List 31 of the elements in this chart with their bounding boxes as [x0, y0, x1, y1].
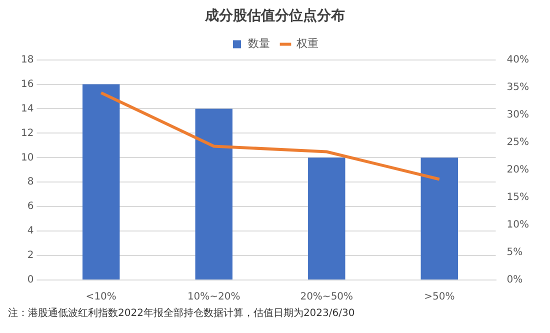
- bar: [82, 84, 120, 280]
- y-tick-label: 8: [27, 176, 34, 188]
- y-tick-label: 10: [20, 152, 34, 164]
- x-tick-label: 10%~20%: [187, 292, 240, 303]
- bar: [195, 108, 232, 280]
- y2-tick-label: 15%: [506, 192, 530, 204]
- y-tick-label: 6: [27, 201, 34, 212]
- x-tick-label: 20%~50%: [300, 292, 354, 303]
- bar: [308, 158, 346, 280]
- legend-label: 数量: [248, 37, 270, 50]
- text: 注：港股通低波红利指数2022年报全部持仓数据计算，估值日期为2023/6/30: [8, 306, 356, 320]
- x-tick-label: >50%: [424, 292, 455, 303]
- bar: [420, 158, 458, 280]
- y-tick-label: 16: [20, 78, 34, 90]
- y2-tick-label: 20%: [506, 164, 530, 176]
- y-tick-label: 18: [20, 54, 34, 66]
- y2-tick-label: 40%: [506, 54, 530, 66]
- y-tick-label: 2: [27, 250, 34, 262]
- y2-tick-label: 10%: [506, 220, 530, 231]
- y-tick-label: 14: [20, 103, 34, 114]
- legend-label: 权重: [296, 37, 318, 50]
- y2-tick-label: 0%: [506, 274, 523, 286]
- x-tick-label: <10%: [86, 292, 116, 303]
- y-tick-label: 4: [27, 226, 34, 237]
- y-tick-label: 0: [27, 274, 34, 286]
- y2-tick-label: 35%: [506, 82, 530, 93]
- y-tick-label: 12: [20, 128, 34, 139]
- y2-tick-label: 25%: [506, 136, 530, 148]
- y2-tick-label: 30%: [506, 109, 530, 120]
- y2-tick-label: 5%: [506, 247, 523, 258]
- chart-title: 成分股估值分位点分布: [204, 8, 345, 24]
